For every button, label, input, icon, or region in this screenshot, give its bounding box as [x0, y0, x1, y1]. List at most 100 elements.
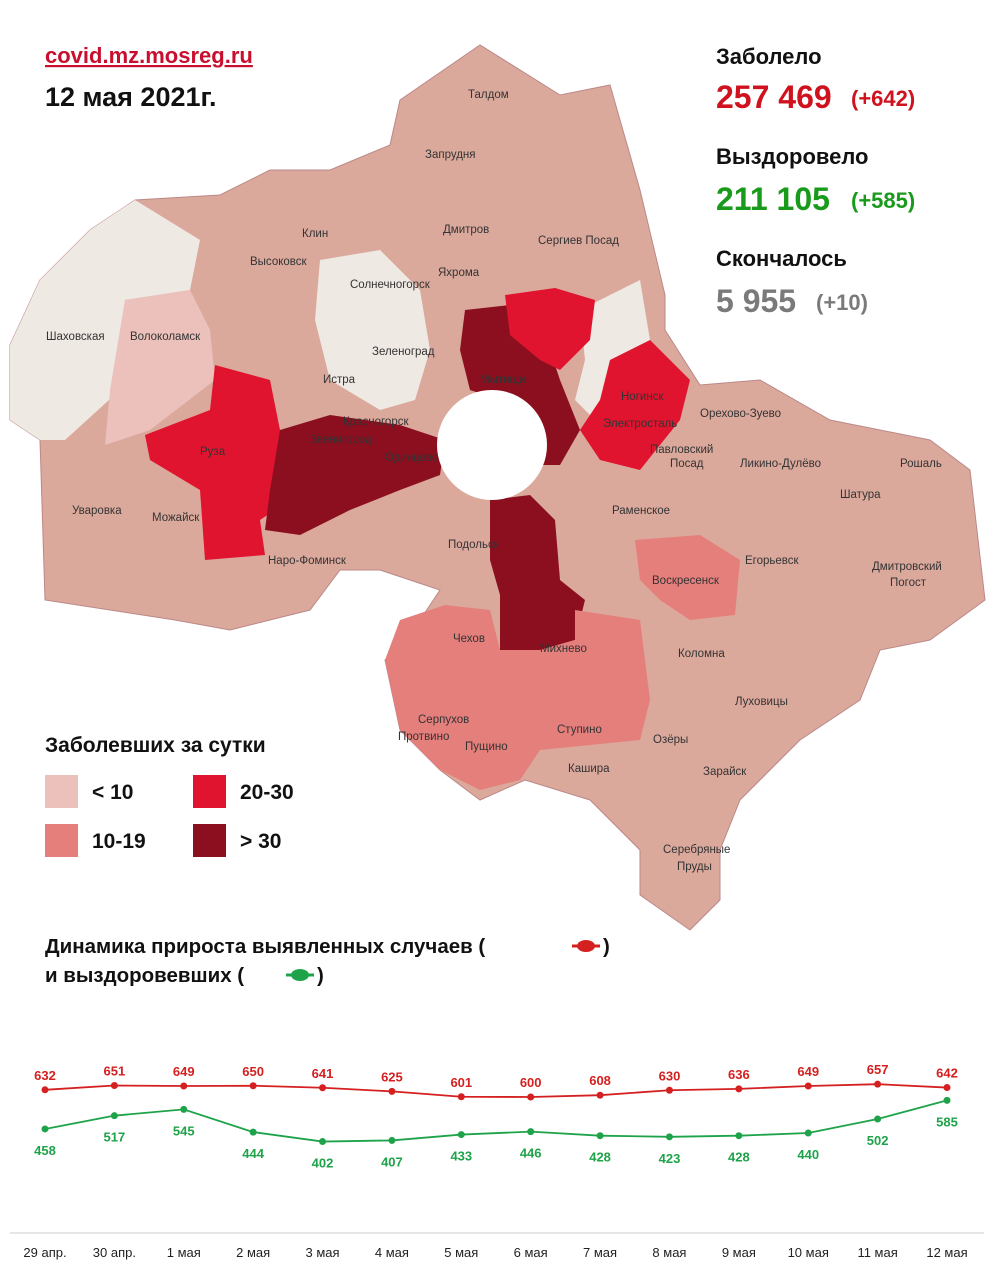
value-label: 608 [589, 1073, 611, 1088]
place-label: Шаховская [46, 331, 105, 343]
stat-delta: (+10) [816, 290, 868, 315]
point [596, 1091, 604, 1099]
x-tick-label: 8 мая [652, 1245, 686, 1260]
place-label: Пущино [465, 741, 508, 753]
point [41, 1125, 49, 1133]
place-label: Дмитров [443, 224, 489, 236]
moscow [437, 390, 547, 500]
place-label: Талдом [468, 89, 509, 101]
place-label: Воскресенск [652, 575, 720, 587]
legend-icon-recovered [286, 969, 314, 981]
x-tick-label: 10 мая [788, 1245, 829, 1260]
point [735, 1132, 743, 1140]
stat-total: 5 955 [716, 283, 796, 319]
district-top [490, 495, 585, 650]
point [180, 1105, 188, 1113]
point [180, 1082, 188, 1090]
value-label: 642 [936, 1066, 958, 1081]
legend-label: 20-30 [240, 781, 294, 804]
place-label: Орехово-Зуево [700, 408, 781, 420]
place-label: Егорьевск [745, 555, 800, 567]
point [457, 1093, 465, 1101]
place-label: Одинцово [385, 452, 438, 464]
legend-label: < 10 [92, 781, 133, 804]
x-tick-label: 30 апр. [93, 1245, 136, 1260]
point [319, 1138, 327, 1146]
date: 12 мая 2021г. [45, 82, 217, 112]
place-label: Озёры [653, 734, 688, 746]
legend-swatch [193, 824, 226, 857]
place-label: Ликино-Дулёво [740, 458, 821, 470]
chart-title: Динамика прироста выявленных случаев ( )… [45, 935, 610, 987]
point [388, 1136, 396, 1144]
legend-swatch [45, 824, 78, 857]
place-label: Михнево [540, 643, 587, 655]
line-chart: 29 апр. 30 апр. 1 мая 2 мая 3 мая 4 мая 5 мая 6… [23, 1062, 967, 1260]
chart-title: ) [603, 935, 610, 958]
value-label: 428 [728, 1150, 750, 1165]
legend-icon-cases [572, 940, 600, 952]
place-label: Уваровка [72, 505, 122, 517]
district-low [105, 290, 215, 445]
point [665, 1133, 673, 1141]
place-label: Мытищи [480, 374, 525, 386]
stat-total: 257 469 [716, 79, 832, 115]
place-label: Истра [323, 374, 356, 386]
value-label: 402 [312, 1156, 334, 1171]
place-label: Электросталь [603, 418, 677, 430]
point [457, 1131, 465, 1139]
value-label: 632 [34, 1068, 56, 1083]
district-top [265, 415, 445, 535]
district-low [10, 200, 200, 440]
place-label: Погост [890, 577, 927, 589]
district-top [460, 305, 580, 465]
place-labels: Талдом Запрудня Клин Дмитров Сергиев Пос… [46, 89, 942, 873]
district-low [315, 250, 430, 410]
value-label: 649 [173, 1064, 195, 1079]
district-mid [385, 605, 650, 790]
legend-label: > 30 [240, 830, 281, 853]
district-low [575, 280, 650, 420]
value-label: 636 [728, 1067, 750, 1082]
place-label: Звенигород [310, 434, 372, 446]
point [41, 1086, 49, 1094]
point [527, 1128, 535, 1136]
stat-delta: (+642) [851, 86, 915, 111]
legend: Заболевших за сутки < 10 10-19 20-30 > 3… [45, 734, 294, 857]
value-label: 428 [589, 1150, 611, 1165]
place-label: Зарайск [703, 766, 747, 778]
place-label: Красногорск [343, 416, 409, 428]
x-tick-label: 1 мая [167, 1245, 201, 1260]
stat-label: Заболело [716, 44, 822, 69]
value-label: 433 [450, 1149, 472, 1164]
source-link[interactable]: covid.mz.mosreg.ru [45, 43, 253, 68]
x-tick-label: 29 апр. [23, 1245, 66, 1260]
x-tick-label: 6 мая [514, 1245, 548, 1260]
value-label: 458 [34, 1143, 56, 1158]
point [874, 1080, 882, 1088]
series-line [44, 1099, 948, 1143]
value-label: 651 [104, 1064, 126, 1079]
place-label: Посад [670, 458, 704, 470]
legend-title: Заболевших за сутки [45, 734, 266, 757]
place-label: Яхрома [438, 267, 480, 279]
chart-title: Динамика прироста выявленных случаев ( [45, 935, 485, 958]
x-tick-label: 2 мая [236, 1245, 270, 1260]
x-tick-label: 4 мая [375, 1245, 409, 1260]
place-label: Рошаль [900, 458, 942, 470]
point [319, 1084, 327, 1092]
point [943, 1096, 951, 1104]
point [804, 1082, 812, 1090]
district-high [145, 365, 290, 560]
x-tick-label: 5 мая [444, 1245, 478, 1260]
place-label: Коломна [678, 648, 725, 660]
place-label: Дмитровский [872, 561, 942, 573]
point [110, 1112, 118, 1120]
place-label: Протвино [398, 731, 449, 743]
value-label: 600 [520, 1075, 542, 1090]
x-tick-label: 9 мая [722, 1245, 756, 1260]
place-label: Подольск [448, 539, 500, 551]
place-label: Клин [302, 228, 328, 240]
place-label: Пруды [677, 861, 712, 873]
